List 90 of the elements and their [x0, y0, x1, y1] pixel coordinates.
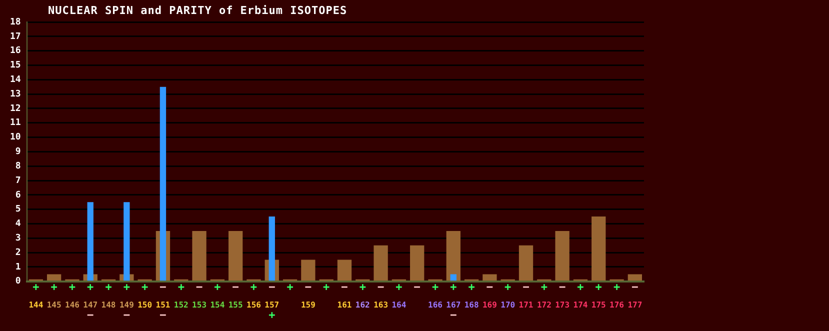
data-label: + [105, 280, 112, 294]
data-label: + [123, 280, 130, 294]
y-tick-label: 16 [10, 46, 21, 56]
x-tick-label: 162 [355, 300, 370, 310]
data-label: − [486, 280, 494, 294]
data-label: − [559, 280, 566, 294]
y-tick-label: 12 [10, 104, 21, 114]
x-tick-label: 145 [46, 300, 62, 310]
x-tick-label: 150 [138, 300, 152, 310]
y-tick-label: 7 [15, 176, 21, 186]
data-label: + [359, 280, 366, 294]
x-tick-label: 151 [156, 300, 170, 310]
x-tick-label: 163 [374, 300, 388, 310]
y-tick-label: 5 [15, 204, 21, 215]
data-label: − [632, 280, 639, 294]
y-tick-label: 4 [15, 219, 22, 230]
data-label: + [323, 280, 330, 294]
y-tick-label: 11 [10, 118, 21, 128]
data-label: + [50, 280, 58, 294]
y-tick-label: 2 [15, 248, 21, 258]
x-tick-label: 166 [428, 300, 443, 310]
data-label: − [377, 280, 384, 294]
data-label: − [196, 280, 203, 294]
x-tick-label: 176 [610, 300, 624, 310]
y-tick-label: 13 [10, 89, 21, 100]
x-tick-label: 168 [464, 300, 479, 310]
y-tick-label: 1 [15, 262, 21, 272]
y-tick-label: 10 [10, 132, 21, 143]
data-label: + [540, 280, 548, 294]
y-tick-label: 9 [15, 147, 21, 158]
data-label: + [286, 280, 294, 294]
data-label: + [214, 280, 222, 294]
x-tick-label: 174 [573, 300, 588, 310]
x-tick-label: 157 [264, 300, 280, 310]
data-label: + [68, 280, 76, 294]
y-tick-label: 17 [10, 32, 21, 42]
x-tick-label: 156 [246, 300, 262, 310]
x-tick-label: 175 [591, 300, 606, 310]
x-tick-label: 169 [482, 300, 498, 310]
x-tick-label: 154 [210, 300, 225, 310]
data-label: + [450, 280, 458, 294]
data-label: − [450, 308, 458, 322]
x-tick-label: 147 [83, 300, 98, 310]
x-tick-label: 148 [101, 300, 116, 310]
x-tick-label: 173 [555, 300, 570, 310]
x-tick-label: 149 [119, 300, 134, 310]
data-label: + [268, 308, 276, 322]
data-label: + [142, 280, 149, 294]
data-label: + [468, 280, 476, 294]
data-label: + [178, 280, 185, 294]
y-tick-label: 18 [10, 17, 21, 28]
y-tick-label: 14 [10, 74, 22, 85]
data-label: − [160, 308, 167, 322]
y-tick-label: 3 [15, 234, 21, 244]
x-tick-label: 146 [64, 300, 80, 310]
data-label: + [432, 280, 439, 294]
x-tick-label: 159 [300, 300, 316, 310]
x-tick-label: 170 [500, 300, 516, 310]
x-tick-label: 172 [536, 300, 552, 310]
y-tick-label: 0 [15, 276, 21, 287]
x-tick-label: 161 [337, 300, 352, 310]
y-tick-label: 15 [10, 60, 21, 71]
x-tick-label: 153 [192, 300, 207, 310]
x-tick-label: 177 [628, 300, 642, 310]
data-label: − [123, 308, 130, 322]
x-tick-label: 167 [446, 300, 461, 310]
data-label: − [160, 280, 167, 294]
data-label: + [613, 280, 620, 294]
x-tick-label: 152 [174, 300, 189, 310]
x-tick-label: 155 [228, 300, 243, 310]
chart-title: NUCLEAR SPIN and PARITY of Erbium ISOTOPES [48, 4, 348, 17]
data-label: + [32, 280, 40, 294]
data-label: + [250, 280, 258, 294]
data-label: − [268, 280, 276, 294]
x-tick-label: 171 [518, 300, 534, 310]
data-label: − [414, 280, 421, 294]
x-tick-label: 164 [392, 300, 406, 310]
data-label: + [87, 280, 94, 294]
data-label: + [396, 280, 403, 294]
x-tick-label: 144 [28, 300, 44, 310]
y-tick-label: 8 [15, 161, 21, 172]
data-label: − [232, 280, 240, 294]
data-label: + [577, 280, 584, 294]
y-tick-label: 6 [15, 190, 21, 200]
data-label: + [504, 280, 512, 294]
data-label: + [595, 280, 602, 294]
data-label: − [304, 280, 312, 294]
data-label: − [522, 280, 530, 294]
data-label: − [87, 308, 94, 322]
data-label: − [341, 280, 348, 294]
